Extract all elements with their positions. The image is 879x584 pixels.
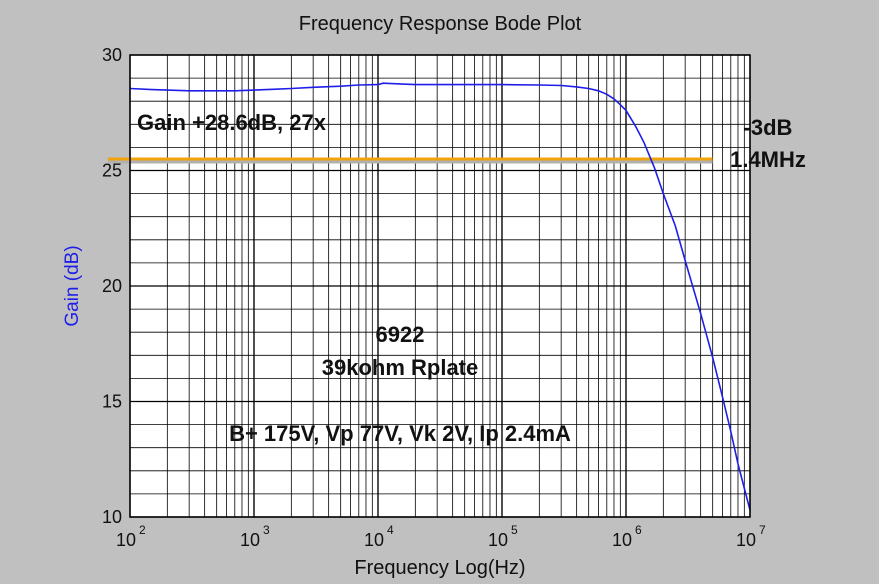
x-tick-label: 10 bbox=[240, 530, 260, 550]
grid bbox=[129, 54, 751, 518]
y-axis-label: Gain (dB) bbox=[62, 245, 83, 326]
y-tick-label: 20 bbox=[102, 276, 122, 296]
x-tick-label: 10 bbox=[488, 530, 508, 550]
x-tick-exponent: 3 bbox=[263, 523, 270, 537]
x-tick-exponent: 4 bbox=[387, 523, 394, 537]
annotation-rplate: 39kohm Rplate bbox=[322, 355, 479, 380]
y-tick-label: 30 bbox=[102, 45, 122, 65]
reference-line bbox=[108, 157, 713, 164]
x-tick-label: 10 bbox=[736, 530, 756, 550]
annotation-minus3db: -3dB bbox=[744, 115, 793, 140]
x-axis-label: Frequency Log(Hz) bbox=[354, 557, 525, 579]
x-tick-label: 10 bbox=[116, 530, 136, 550]
x-tick-exponent: 2 bbox=[139, 523, 146, 537]
y-tick-label: 10 bbox=[102, 507, 122, 527]
annotation-gain: Gain +28.6dB, 27x bbox=[137, 110, 327, 135]
x-tick-label: 10 bbox=[612, 530, 632, 550]
x-tick-exponent: 5 bbox=[511, 523, 518, 537]
chart-title: Frequency Response Bode Plot bbox=[299, 13, 582, 35]
y-tick-labels: 10 15 20 25 30 bbox=[102, 45, 122, 527]
y-tick-label: 25 bbox=[102, 161, 122, 181]
x-tick-exponent: 7 bbox=[759, 523, 766, 537]
plot-frame bbox=[129, 54, 751, 518]
x-tick-exponent: 6 bbox=[635, 523, 642, 537]
series-line-gain bbox=[129, 82, 751, 511]
annotation-freq: 1.4MHz bbox=[730, 147, 806, 172]
annotation-operating-point: B+ 175V, Vp 77V, Vk 2V, Ip 2.4mA bbox=[229, 421, 571, 446]
annotation-tube: 6922 bbox=[376, 322, 425, 347]
x-tick-label: 10 bbox=[364, 530, 384, 550]
series-layer bbox=[129, 82, 751, 511]
y-tick-label: 15 bbox=[102, 392, 122, 412]
x-tick-labels: 10 2 10 3 10 4 10 5 10 6 10 7 bbox=[116, 523, 766, 550]
